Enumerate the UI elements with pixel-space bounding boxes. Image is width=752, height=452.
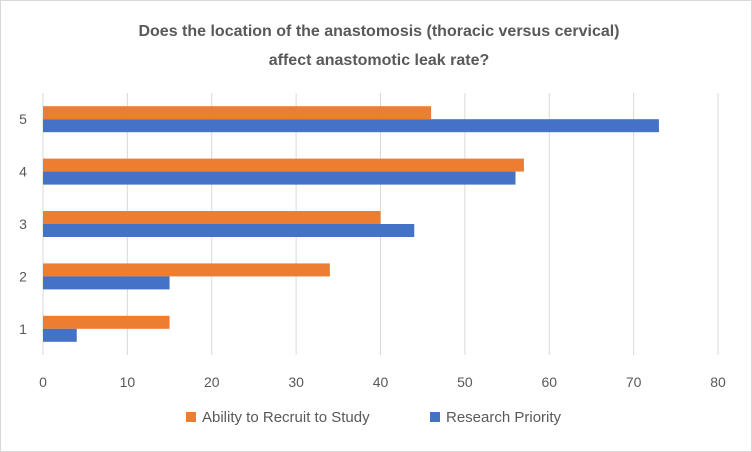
y-tick-label-1: 1 <box>19 321 27 337</box>
legend-swatch-0 <box>186 412 196 422</box>
x-tick-label-20: 20 <box>204 374 220 390</box>
x-tick-label-0: 0 <box>39 374 47 390</box>
bars <box>43 106 659 342</box>
y-axis-tick-labels: 1 2 3 4 5 <box>19 111 27 337</box>
x-tick-label-50: 50 <box>457 374 473 390</box>
legend: Ability to Recruit to Study Research Prio… <box>186 409 562 426</box>
y-tick-label-4: 4 <box>19 164 27 180</box>
x-axis-tick-labels: 0 10 20 30 40 50 60 70 80 <box>39 374 726 390</box>
y-tick-label-2: 2 <box>19 268 27 284</box>
x-tick-label-60: 60 <box>541 374 557 390</box>
x-tick-label-40: 40 <box>373 374 389 390</box>
bar-recruit-4 <box>43 159 524 172</box>
legend-label-0: Ability to Recruit to Study <box>202 409 370 426</box>
x-tick-label-10: 10 <box>120 374 136 390</box>
y-tick-label-3: 3 <box>19 216 27 232</box>
x-tick-label-30: 30 <box>288 374 304 390</box>
x-tick-label-80: 80 <box>710 374 726 390</box>
bar-recruit-3 <box>43 211 381 224</box>
legend-swatch-1 <box>430 412 440 422</box>
bar-priority-5 <box>43 119 659 132</box>
chart-title: Does the location of the anastomosis (th… <box>138 23 619 69</box>
bar-recruit-1 <box>43 316 170 329</box>
y-tick-label-5: 5 <box>19 111 27 127</box>
bar-priority-3 <box>43 224 414 237</box>
chart-title-line-1: Does the location of the anastomosis (th… <box>138 23 619 40</box>
bar-priority-2 <box>43 276 170 289</box>
x-tick-label-70: 70 <box>626 374 642 390</box>
bar-priority-4 <box>43 172 516 185</box>
bar-recruit-5 <box>43 106 431 119</box>
bar-recruit-2 <box>43 263 330 276</box>
legend-label-1: Research Priority <box>446 409 562 426</box>
chart-title-line-2: affect anastomotic leak rate? <box>269 52 490 69</box>
bar-priority-1 <box>43 329 77 342</box>
